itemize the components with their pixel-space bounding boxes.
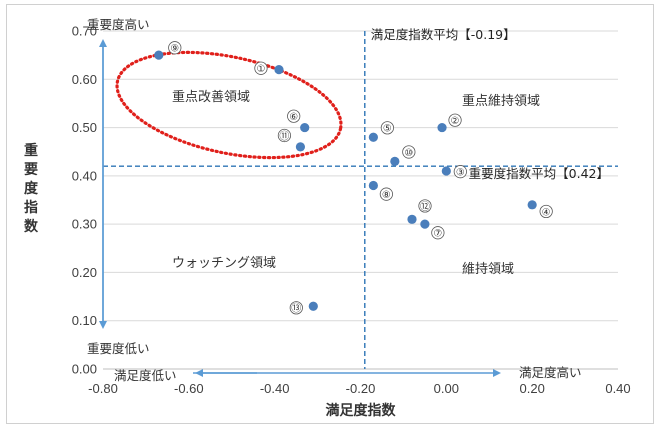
region-label-priority-maintain: 重点維持領域 [462,93,540,109]
y-tick-label: 0.20 [72,265,97,280]
point-label: ⑧ [382,190,391,201]
y-axis-title-char: 重 [24,142,38,159]
average-lines [103,31,618,369]
x-tick-label: -0.40 [260,381,290,396]
importance-low-note: 重要度低い [87,341,150,356]
data-point [437,122,447,133]
point-label-ring [402,145,416,159]
y-tick-label: 0.00 [72,362,97,377]
x-average-label: 満足度指数平均【-0.19】 [371,27,516,42]
x-tick-label: 0.00 [434,381,459,396]
x-tick-label: 0.40 [605,381,630,396]
y-tick-label: 0.50 [72,120,97,135]
gridlines [103,30,618,370]
data-point [407,214,417,224]
point-label-ring [277,128,292,143]
highlight-ellipse [115,50,343,160]
point-label-ring [431,226,445,240]
y-tick-label: 0.60 [72,72,97,87]
data-point [300,122,310,133]
data-point [441,166,451,176]
x-tick-label: -0.80 [88,381,118,396]
y-average-label: 重要度指数平均【0.42】 [469,166,609,181]
point-label-ring [448,113,462,127]
data-point [390,156,400,166]
x-axis-title: 満足度指数 [326,402,397,419]
point-label: ⑨ [170,44,179,55]
x-tick-label: -0.60 [174,381,204,396]
data-point [274,65,284,75]
point-label-ring [254,61,268,75]
point-label: ③ [456,168,465,179]
data-point [368,132,378,142]
y-tick-label: 0.70 [72,24,97,39]
point-label: ④ [542,207,551,218]
point-label: ⑪ [279,130,289,142]
point-label: ⑫ [420,201,430,213]
point-label-ring [168,41,182,55]
point-label-ring [379,187,393,201]
point-label: ② [451,116,460,127]
y-tick-label: 0.10 [72,313,97,328]
point-label: ⑤ [383,124,392,135]
point-label: ⑬ [291,303,301,315]
chart-text: 0.00 0.10 0.20 0.30 0.40 0.50 0.60 0.70 -0.80 -0.… [24,17,631,419]
region-label-priority-improvement: 重点改善領域 [172,89,250,105]
data-point [527,200,537,210]
point-label: ① [256,64,265,75]
highlight-layer [115,50,343,160]
data-point [368,180,378,191]
point-label-ring [289,301,303,315]
y-axis-title-char: 要 [24,162,38,178]
direction-arrows [99,39,501,377]
y-axis-title-char: 数 [24,218,39,235]
y-axis-title-char: 指 [24,199,38,216]
y-tick-label: 0.40 [72,168,97,183]
point-label-ring [380,121,394,135]
point-label-ring [539,204,553,219]
y-axis-title-char: 度 [24,180,39,197]
x-tick-label: -0.20 [346,381,376,396]
x-tick-label: 0.20 [520,381,545,396]
point-label-ring [453,165,467,179]
data-point [154,50,164,60]
region-label-maintain: 維持領域 [462,261,514,277]
data-point [295,142,306,152]
chart-frame: 0.00 0.10 0.20 0.30 0.40 0.50 0.60 0.70 -0.80 -0.… [6,4,654,424]
y-axis-title: 重要度指数 [24,142,39,235]
y-tick-label: 0.30 [72,217,97,232]
point-label-ring [287,109,301,123]
data-point [420,219,430,229]
data-point [308,301,318,311]
region-label-watching: ウォッチング領域 [172,255,276,271]
point-label: ⑩ [404,148,413,159]
satisfaction-low-note: 満足度低い [114,368,177,383]
point-label: ⑦ [433,229,442,240]
satisfaction-high-note: 満足度高い [519,365,582,380]
importance-high-note: 重要度高い [87,17,150,32]
point-label: ⑥ [289,112,298,123]
scatter-chart: 0.00 0.10 0.20 0.30 0.40 0.50 0.60 0.70 -0.80 -0.… [24,17,631,419]
data-points [154,41,553,315]
point-label-ring [418,199,432,213]
